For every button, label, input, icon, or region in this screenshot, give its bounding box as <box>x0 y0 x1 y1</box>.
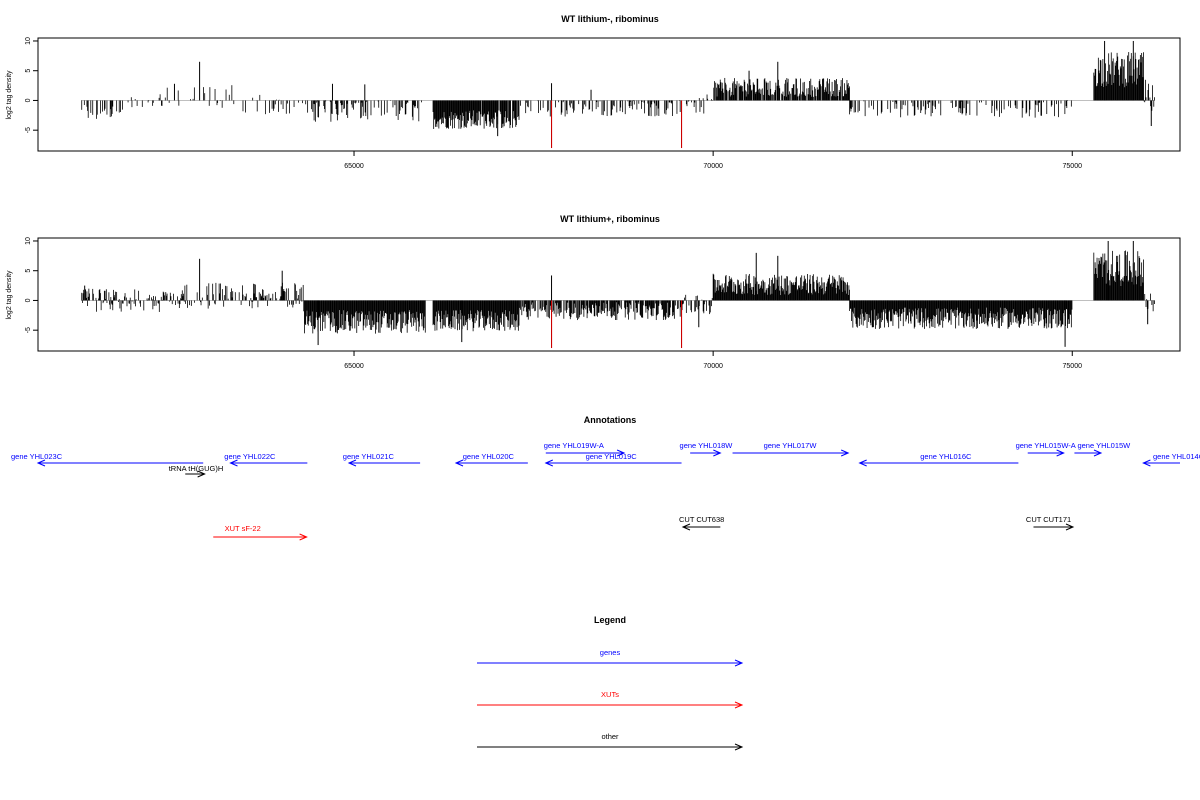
panel-2-frame <box>37 237 1181 352</box>
annotation-label: gene YHL015W-A <box>1016 441 1076 450</box>
annotation-label: gene YHL014C <box>1153 452 1200 461</box>
legend-gene-arrowhead <box>734 659 744 667</box>
panel-2-bars <box>81 240 1155 349</box>
annotation-gene-arrowhead <box>616 449 626 457</box>
y-tick-label: 10 <box>25 237 32 245</box>
annotation-label: gene YHL019W-A <box>544 441 604 450</box>
x-tick-label: 70000 <box>703 163 723 170</box>
y-tick-label: -5 <box>25 327 32 333</box>
y-tick-label: 0 <box>25 298 32 302</box>
annotation-gene-arrowhead <box>229 459 238 467</box>
annotation-features: gene YHL023C gene YHL022C gene YHL021C gene… <box>11 441 1200 541</box>
legend-title: Legend <box>594 615 626 625</box>
annotation-label: gene YHL015W <box>1077 441 1131 450</box>
panel-lithium-plus: WT lithium+, ribominus log2 tag density … <box>6 214 1181 370</box>
annotation-label: CUT CUT171 <box>1026 515 1071 524</box>
x-tick-label: 65000 <box>344 163 364 170</box>
legend-other-arrowhead <box>734 743 744 751</box>
x-tick-label: 70000 <box>703 363 723 370</box>
x-tick-label: 65000 <box>344 363 364 370</box>
annotations-panel: Annotations gene YHL023C gene YHL022C gene… <box>11 415 1200 541</box>
legend-label: XUTs <box>601 690 619 699</box>
annotation-xut-arrowhead <box>299 533 308 541</box>
panel-2-ticks: 65000 70000 75000 -5 0 5 10 <box>25 237 1082 370</box>
annotation-label: gene YHL023C <box>11 452 63 461</box>
annotation-label: gene YHL018W <box>680 441 734 450</box>
annotation-label: tRNA tH(GUG)H <box>169 464 224 473</box>
annotation-gene-arrowhead <box>36 459 46 467</box>
annotation-gene-arrowhead <box>544 459 553 467</box>
annotation-other-arrowhead <box>197 470 206 478</box>
legend-label: genes <box>600 648 621 657</box>
x-tick-label: 75000 <box>1063 363 1083 370</box>
annotation-gene-arrowhead <box>1056 449 1065 457</box>
panel-1-bars <box>81 40 1155 149</box>
annotation-label: CUT CUT638 <box>679 515 724 524</box>
y-tick-label: 0 <box>25 98 32 102</box>
y-tick-label: 5 <box>25 269 32 273</box>
x-tick-label: 75000 <box>1063 163 1083 170</box>
y-tick-label: 5 <box>25 69 32 73</box>
legend-label: other <box>601 732 619 741</box>
annotation-label: gene YHL020C <box>463 452 515 461</box>
annotation-gene-arrowhead <box>858 459 867 467</box>
panel-1-ticks: 65000 70000 75000 -5 0 5 10 <box>25 37 1082 170</box>
annotation-gene-arrowhead <box>347 459 357 467</box>
panel-2-ylabel: log2 tag density <box>6 270 13 320</box>
legend-items: genes XUTs other <box>477 648 744 751</box>
annotation-gene-arrowhead <box>1142 459 1151 467</box>
legend-xut-arrowhead <box>734 701 744 709</box>
annotation-label: gene YHL016C <box>920 452 972 461</box>
panel-1-ylabel: log2 tag density <box>6 70 13 120</box>
annotation-gene-arrowhead <box>454 459 464 467</box>
panel-2-title: WT lithium+, ribominus <box>560 214 660 224</box>
legend-panel: Legend genes XUTs other <box>477 615 744 751</box>
annotation-other-arrowhead <box>681 523 691 531</box>
annotations-title: Annotations <box>584 415 637 425</box>
annotation-other-arrowhead <box>1065 523 1075 531</box>
annotation-label: gene YHL019C <box>586 452 638 461</box>
annotation-label: gene YHL021C <box>343 452 395 461</box>
annotation-gene-arrowhead <box>1093 449 1103 457</box>
y-tick-label: 10 <box>25 37 32 45</box>
annotation-label: gene YHL017W <box>764 441 818 450</box>
y-tick-label: -5 <box>25 127 32 133</box>
annotation-label: gene YHL022C <box>224 452 276 461</box>
panel-1-title: WT lithium-, ribominus <box>561 14 659 24</box>
annotation-gene-arrowhead <box>840 449 850 457</box>
annotation-label: XUT sF-22 <box>225 524 261 533</box>
annotation-gene-arrowhead <box>713 449 722 457</box>
panel-1-frame <box>37 37 1181 152</box>
panel-lithium-minus: WT lithium-, ribominus log2 tag density … <box>6 14 1181 170</box>
